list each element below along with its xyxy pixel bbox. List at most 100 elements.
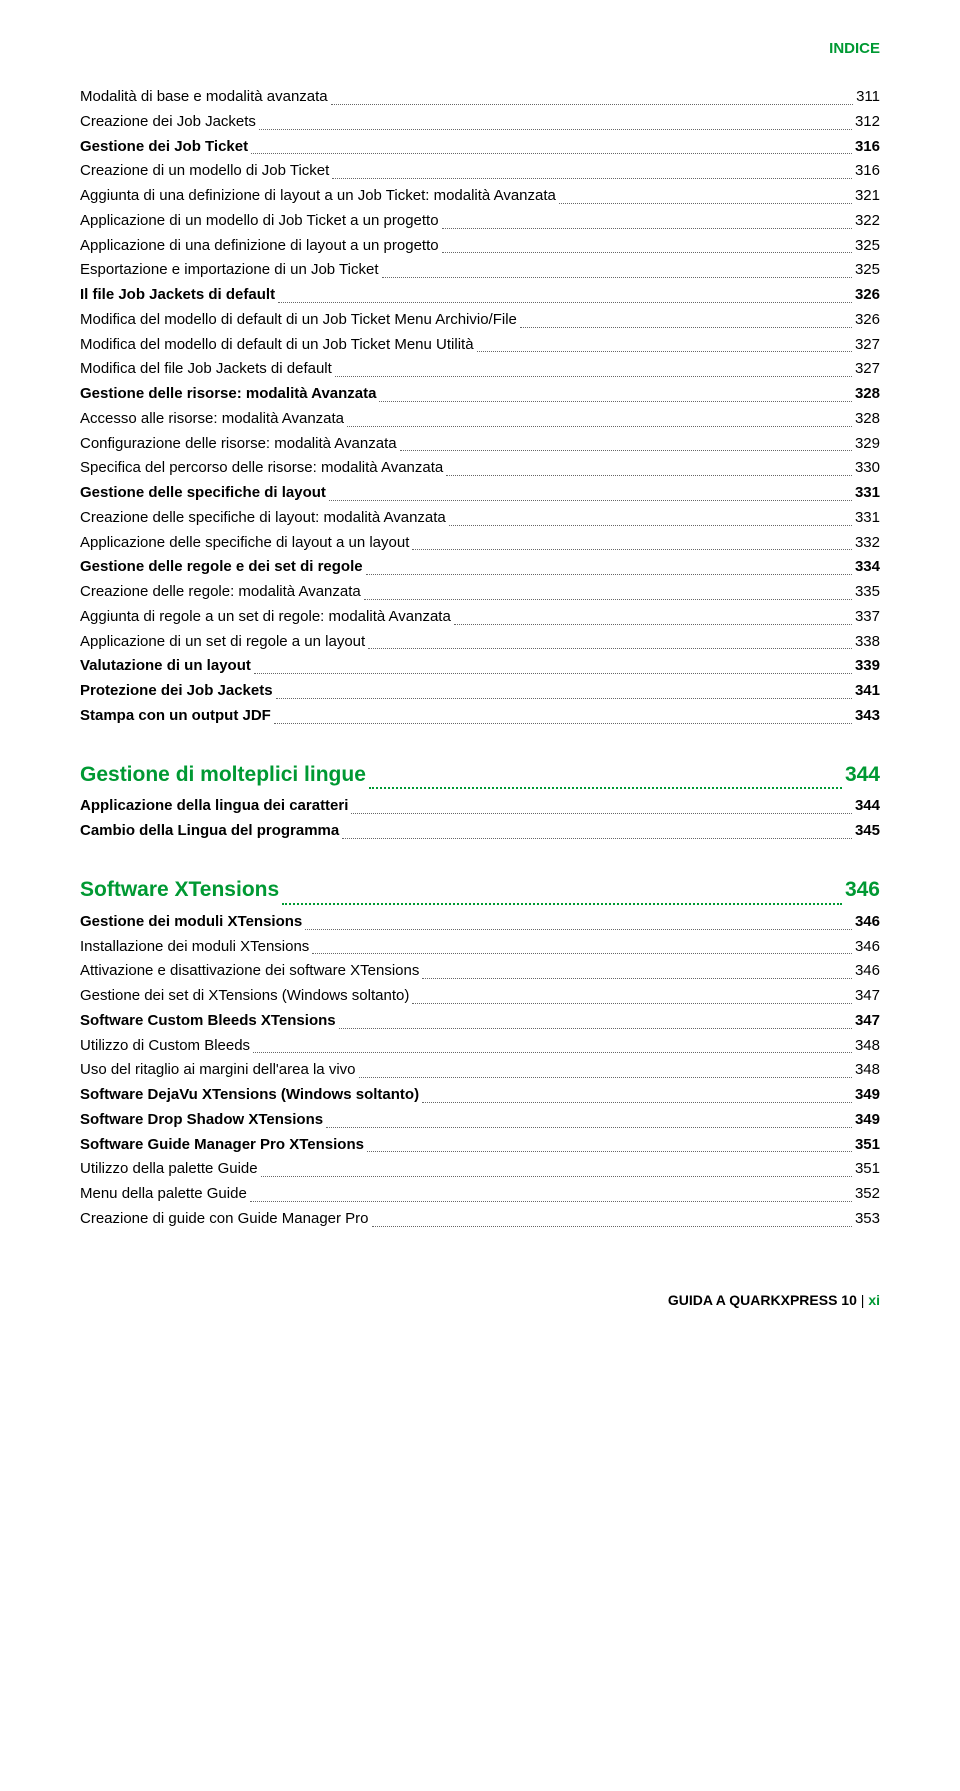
toc-entry: Creazione di guide con Guide Manager Pro… bbox=[80, 1207, 880, 1232]
toc-entry-label: Specifica del percorso delle risorse: mo… bbox=[80, 456, 443, 481]
toc-entry: Modifica del modello di default di un Jo… bbox=[80, 308, 880, 333]
toc-entry: Gestione di molteplici lingue344 bbox=[80, 755, 880, 795]
toc-leader-dots bbox=[305, 929, 852, 930]
toc-entry: Installazione dei moduli XTensions346 bbox=[80, 935, 880, 960]
toc-entry-label: Esportazione e importazione di un Job Ti… bbox=[80, 258, 379, 283]
toc-entry: Valutazione di un layout339 bbox=[80, 654, 880, 679]
toc-entry-label: Modifica del modello di default di un Jo… bbox=[80, 333, 474, 358]
toc-entry-label: Applicazione di un set di regole a un la… bbox=[80, 630, 365, 655]
toc-entry-page: 326 bbox=[855, 308, 880, 333]
toc-entry-page: 347 bbox=[855, 1009, 880, 1034]
toc-entry-label: Software XTensions bbox=[80, 870, 279, 910]
toc-leader-dots bbox=[278, 302, 852, 303]
toc-entry: Aggiunta di una definizione di layout a … bbox=[80, 184, 880, 209]
toc-entry-page: 327 bbox=[855, 357, 880, 382]
toc-entry: Gestione dei moduli XTensions346 bbox=[80, 910, 880, 935]
toc-leader-dots bbox=[342, 838, 852, 839]
toc-leader-dots bbox=[335, 376, 852, 377]
toc-entry-page: 338 bbox=[855, 630, 880, 655]
toc-leader-dots bbox=[369, 787, 842, 789]
toc-entry-label: Software Custom Bleeds XTensions bbox=[80, 1009, 336, 1034]
toc-entry-label: Cambio della Lingua del programma bbox=[80, 819, 339, 844]
toc-entry-page: 321 bbox=[855, 184, 880, 209]
toc-entry-label: Protezione dei Job Jackets bbox=[80, 679, 273, 704]
toc-leader-dots bbox=[422, 1102, 852, 1103]
toc-leader-dots bbox=[339, 1028, 852, 1029]
toc-entry-page: 344 bbox=[855, 794, 880, 819]
toc-entry-label: Creazione dei Job Jackets bbox=[80, 110, 256, 135]
toc-entry: Stampa con un output JDF343 bbox=[80, 704, 880, 729]
header-section-label: INDICE bbox=[80, 40, 880, 57]
toc-entry-page: 349 bbox=[855, 1108, 880, 1133]
toc-entry-page: 341 bbox=[855, 679, 880, 704]
toc-leader-dots bbox=[400, 450, 852, 451]
toc-entry-label: Applicazione delle specifiche di layout … bbox=[80, 531, 409, 556]
toc-leader-dots bbox=[332, 178, 852, 179]
toc-entry-label: Aggiunta di regole a un set di regole: m… bbox=[80, 605, 451, 630]
toc-entry: Applicazione di un modello di Job Ticket… bbox=[80, 209, 880, 234]
toc-entry-page: 348 bbox=[855, 1034, 880, 1059]
toc-entry: Applicazione della lingua dei caratteri3… bbox=[80, 794, 880, 819]
toc-leader-dots bbox=[259, 129, 852, 130]
toc-entry: Creazione dei Job Jackets312 bbox=[80, 110, 880, 135]
toc-entry: Gestione delle risorse: modalità Avanzat… bbox=[80, 382, 880, 407]
toc-leader-dots bbox=[422, 978, 852, 979]
toc-leader-dots bbox=[250, 1201, 852, 1202]
toc-entry-page: 347 bbox=[855, 984, 880, 1009]
toc-entry: Software Drop Shadow XTensions349 bbox=[80, 1108, 880, 1133]
toc-leader-dots bbox=[379, 401, 851, 402]
footer-separator: | bbox=[857, 1292, 868, 1308]
toc-leader-dots bbox=[251, 153, 852, 154]
toc-entry: Esportazione e importazione di un Job Ti… bbox=[80, 258, 880, 283]
toc-entry: Utilizzo di Custom Bleeds 348 bbox=[80, 1034, 880, 1059]
toc-entry-page: 351 bbox=[855, 1157, 880, 1182]
toc-leader-dots bbox=[261, 1176, 852, 1177]
toc-entry-page: 335 bbox=[855, 580, 880, 605]
toc-entry-label: Uso del ritaglio ai margini dell'area la… bbox=[80, 1058, 356, 1083]
toc-entry-page: 346 bbox=[845, 870, 880, 910]
toc-entry-label: Gestione di molteplici lingue bbox=[80, 755, 366, 795]
toc-entry-label: Applicazione di un modello di Job Ticket… bbox=[80, 209, 439, 234]
toc-leader-dots bbox=[368, 648, 852, 649]
toc-leader-dots bbox=[477, 351, 852, 352]
toc-leader-dots bbox=[442, 252, 852, 253]
toc-entry-page: 325 bbox=[855, 258, 880, 283]
toc-leader-dots bbox=[454, 624, 852, 625]
toc-leader-dots bbox=[382, 277, 852, 278]
toc-entry-page: 348 bbox=[855, 1058, 880, 1083]
toc-entry-page: 331 bbox=[855, 481, 880, 506]
toc-entry: Modifica del file Job Jackets di default… bbox=[80, 357, 880, 382]
toc-entry: Protezione dei Job Jackets 341 bbox=[80, 679, 880, 704]
toc-entry-page: 345 bbox=[855, 819, 880, 844]
toc-entry-label: Il file Job Jackets di default bbox=[80, 283, 275, 308]
toc-entry: Creazione delle regole: modalità Avanzat… bbox=[80, 580, 880, 605]
toc-entry: Applicazione delle specifiche di layout … bbox=[80, 531, 880, 556]
toc-entry: Gestione dei set di XTensions (Windows s… bbox=[80, 984, 880, 1009]
toc-entry-page: 337 bbox=[855, 605, 880, 630]
toc-entry-label: Modalità di base e modalità avanzata bbox=[80, 85, 328, 110]
toc-entry-page: 330 bbox=[855, 456, 880, 481]
toc-entry-label: Gestione delle regole e dei set di regol… bbox=[80, 555, 363, 580]
toc-entry-page: 329 bbox=[855, 432, 880, 457]
toc-entry-label: Creazione delle specifiche di layout: mo… bbox=[80, 506, 446, 531]
toc-entry-page: 322 bbox=[855, 209, 880, 234]
toc-entry-label: Gestione dei Job Ticket bbox=[80, 135, 248, 160]
toc-entry-page: 346 bbox=[855, 910, 880, 935]
toc-leader-dots bbox=[412, 549, 852, 550]
toc-entry: Utilizzo della palette Guide351 bbox=[80, 1157, 880, 1182]
toc-entry: Software Guide Manager Pro XTensions351 bbox=[80, 1133, 880, 1158]
toc-entry-label: Applicazione di una definizione di layou… bbox=[80, 234, 439, 259]
toc-entry: Configurazione delle risorse: modalità A… bbox=[80, 432, 880, 457]
toc-entry-label: Software DejaVu XTensions (Windows solta… bbox=[80, 1083, 419, 1108]
toc-entry-label: Utilizzo di Custom Bleeds bbox=[80, 1034, 250, 1059]
toc-leader-dots bbox=[274, 723, 852, 724]
toc-entry-page: 349 bbox=[855, 1083, 880, 1108]
toc-leader-dots bbox=[367, 1151, 852, 1152]
toc-leader-dots bbox=[442, 228, 852, 229]
toc-entry: Applicazione di un set di regole a un la… bbox=[80, 630, 880, 655]
toc-leader-dots bbox=[372, 1226, 852, 1227]
toc-entry: Il file Job Jackets di default326 bbox=[80, 283, 880, 308]
toc-entry: Modalità di base e modalità avanzata311 bbox=[80, 85, 880, 110]
toc-leader-dots bbox=[364, 599, 852, 600]
page-footer: GUIDA A QUARKXPRESS 10 | xi bbox=[80, 1292, 880, 1308]
